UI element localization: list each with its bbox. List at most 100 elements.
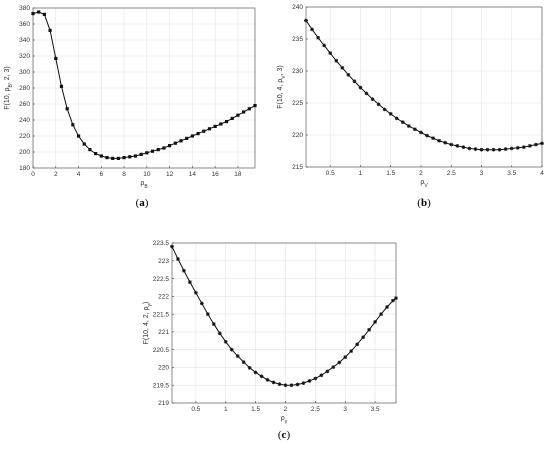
y-tick-label: 220 [292, 132, 303, 139]
x-tick-label: 4 [540, 170, 544, 177]
data-point [162, 146, 166, 150]
y-tick-label: 360 [19, 21, 30, 28]
data-point [295, 382, 300, 387]
data-point [223, 339, 228, 344]
data-point [59, 84, 64, 88]
data-point [156, 148, 160, 152]
data-point [515, 145, 520, 150]
y-tick-label: 240 [292, 4, 303, 11]
data-point [283, 383, 288, 388]
x-tick-label: 1 [359, 170, 363, 177]
data-point [37, 10, 41, 14]
data-point [349, 349, 354, 353]
y-axis-label: F(10, ρB, 2, 3) [4, 66, 14, 110]
x-tick-label: 10 [143, 171, 151, 178]
y-tick-label: 340 [19, 37, 30, 44]
series-line [32, 11, 256, 159]
data-point [133, 154, 138, 158]
data-point [150, 149, 155, 153]
panel-caption: (b) [417, 197, 431, 209]
x-tick-label: 3 [343, 406, 347, 413]
data-point [449, 142, 454, 147]
axes-frame [171, 242, 397, 404]
data-point [170, 244, 174, 249]
x-tick-label: 2 [419, 170, 423, 177]
data-point [391, 298, 395, 303]
data-point [473, 147, 478, 151]
data-point [437, 138, 442, 143]
data-point [193, 290, 198, 295]
data-point [236, 113, 240, 117]
y-tick-label: 380 [19, 5, 30, 12]
data-point [497, 147, 502, 152]
plot-area [172, 243, 396, 403]
y-tick-label: 223 [158, 258, 169, 265]
x-tick-label: 0.5 [326, 170, 335, 177]
y-tick-label: 220 [19, 133, 30, 140]
data-point [242, 110, 246, 114]
x-tick-label: 2 [284, 406, 288, 413]
y-tick-label: 260 [19, 101, 30, 108]
x-tick-label: 3 [480, 170, 484, 177]
data-point [394, 116, 399, 121]
data-point [42, 12, 46, 16]
data-point [355, 342, 360, 347]
data-point [99, 154, 103, 158]
y-tick-label: 300 [19, 69, 30, 76]
data-point [400, 120, 405, 125]
y-tick-label: 219.5 [153, 382, 170, 389]
data-point [202, 129, 206, 133]
data-point [219, 122, 223, 126]
x-tick-label: 2.5 [447, 170, 456, 177]
data-point [259, 374, 264, 379]
data-point [337, 360, 342, 365]
series-line [305, 20, 543, 151]
chart-panel-a: 0 2 4 6 8 10 12 14 16 18 180 200 220 240 260 280 300 320 3… [4, 5, 257, 209]
y-tick-label: 215 [292, 164, 303, 171]
data-point [128, 155, 132, 159]
y-tick-label: 280 [19, 85, 30, 92]
data-point [211, 322, 216, 326]
data-point [367, 327, 372, 332]
data-point [485, 147, 490, 152]
data-point [229, 347, 234, 352]
x-tick-label: 3.5 [507, 170, 516, 177]
data-point [406, 124, 411, 128]
y-tick-label: 240 [19, 117, 30, 124]
data-point [105, 156, 109, 160]
data-point [224, 120, 229, 124]
data-point [48, 28, 52, 32]
x-tick-label: 2 [54, 171, 58, 178]
data-point [419, 130, 423, 135]
y-tick-label: 200 [19, 149, 30, 156]
data-point [467, 146, 472, 151]
data-point [331, 365, 336, 369]
x-axis-label: ρB [140, 180, 148, 190]
data-point [346, 72, 351, 77]
plot-area [306, 7, 542, 167]
data-point [247, 365, 252, 370]
data-point [265, 377, 270, 382]
data-point [122, 156, 126, 160]
x-tick-label: 6 [99, 171, 103, 178]
x-tick-label: 4 [77, 171, 81, 178]
x-tick-label: 1 [224, 406, 228, 413]
data-point [253, 104, 257, 108]
x-tick-label: 0.5 [191, 406, 200, 413]
data-point [230, 116, 234, 120]
data-point [503, 147, 508, 151]
data-point [301, 381, 306, 385]
data-point [139, 152, 143, 156]
data-point [491, 147, 496, 152]
data-point [376, 102, 381, 107]
y-tick-label: 219 [158, 400, 169, 407]
data-point [196, 132, 200, 136]
data-point [382, 107, 387, 112]
data-point [352, 79, 357, 84]
panel-caption: (a) [136, 197, 149, 209]
data-point [325, 369, 330, 374]
data-point [379, 312, 383, 317]
x-axis-label: ργ [281, 415, 288, 425]
data-point [358, 85, 363, 90]
data-point [340, 65, 345, 70]
